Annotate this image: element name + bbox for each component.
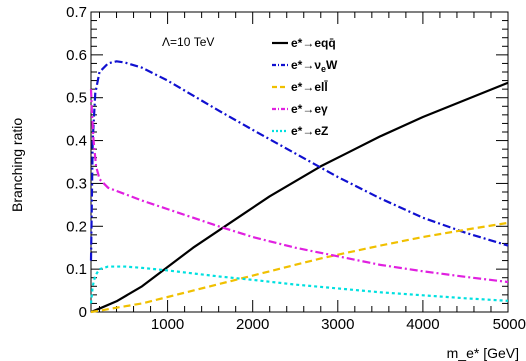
series-line-4 xyxy=(91,267,508,304)
legend-label-main: e*→ν xyxy=(291,58,321,72)
legend-label-main: e*→eγ xyxy=(291,102,328,116)
legend-label-1: e*→νeW xyxy=(291,58,338,74)
plot-frame xyxy=(91,12,508,312)
x-tick-label: 1000 xyxy=(151,316,184,333)
x-tick-label: 3000 xyxy=(321,316,354,333)
y-tick-label: 0.6 xyxy=(66,47,87,64)
legend-label-main: e*→eq xyxy=(291,36,328,50)
legend-label-0: e*→eqq̄ xyxy=(291,36,336,50)
y-tick-label: 0.5 xyxy=(66,90,87,107)
legend-label-3: e*→eγ xyxy=(291,102,328,116)
y-tick-label: 0.1 xyxy=(66,261,87,278)
series-line-2 xyxy=(91,223,508,312)
x-tick-label: 2000 xyxy=(236,316,269,333)
y-tick-label: 0.7 xyxy=(66,4,87,21)
legend-label-main: e*→el xyxy=(291,80,324,94)
y-tick-label: 0.2 xyxy=(66,218,87,235)
series-line-3 xyxy=(91,89,508,282)
series-line-0 xyxy=(91,83,508,312)
lambda-annotation: Λ=10 TeV xyxy=(162,35,214,49)
legend-label-tail: W xyxy=(326,58,338,72)
legend-label-4: e*→eZ xyxy=(291,124,328,138)
x-axis-title: m_e* [GeV] xyxy=(447,345,519,361)
legend-label-tail: l̄ xyxy=(324,80,328,94)
axis-ticks: 0 0.1 0.2 0.3 0.4 0.5 0.6 0.7 1000 2000 3000 4000 50… xyxy=(66,4,526,333)
legend: e*→eqq̄ e*→νeW e*→ell̄ e*→eγ e*→eZ xyxy=(272,36,338,138)
legend-label-main: e*→eZ xyxy=(291,124,328,138)
legend-label-2: e*→ell̄ xyxy=(291,80,328,94)
y-tick-label: 0.3 xyxy=(66,175,87,192)
x-tick-label: 5000 xyxy=(493,316,526,333)
legend-label-tail: q̄ xyxy=(328,36,335,50)
y-tick-label: 0.4 xyxy=(66,133,87,150)
y-tick-label: 0 xyxy=(79,304,87,321)
series-lines xyxy=(91,61,508,312)
x-tick-label: 4000 xyxy=(406,316,439,333)
y-axis-title: Branching ratio xyxy=(9,118,25,212)
